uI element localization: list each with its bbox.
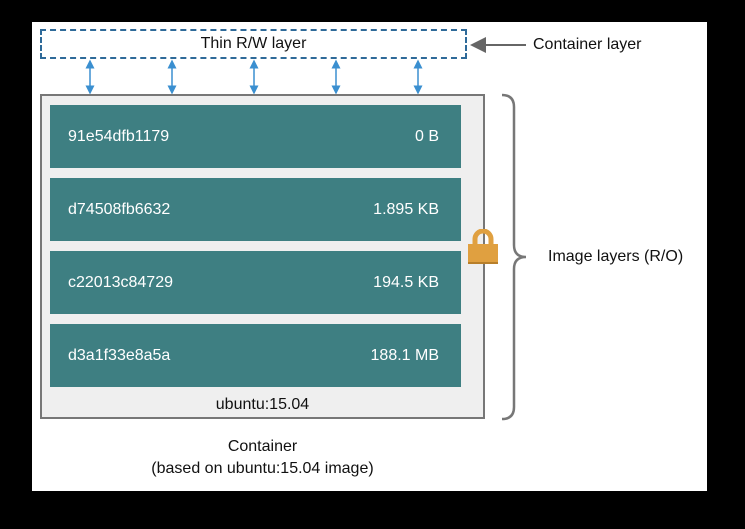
image-layer: d3a1f33e8a5a 188.1 MB: [50, 324, 461, 387]
double-arrow-icon: [85, 59, 423, 95]
image-name: ubuntu:15.04: [215, 396, 310, 413]
image-layers-label: Image layers (R/O): [548, 248, 684, 265]
lock-icon: [468, 229, 498, 264]
container-layer-label: Container layer: [533, 36, 642, 53]
layer-size: 188.1 MB: [370, 346, 439, 364]
thin-rw-layer: Thin R/W layer: [40, 29, 467, 59]
rw-layer-label: Thin R/W layer: [200, 35, 307, 52]
brace-icon: [501, 93, 527, 421]
layer-id: d74508fb6632: [68, 200, 171, 218]
caption: Container (based on ubuntu:15.04 image): [40, 436, 485, 480]
layer-size: 194.5 KB: [373, 273, 439, 291]
image-layer: d74508fb6632 1.895 KB: [50, 178, 461, 241]
caption-subtitle: (based on ubuntu:15.04 image): [151, 460, 374, 477]
image-layer: 91e54dfb1179 0 B: [50, 105, 461, 168]
caption-title: Container: [227, 438, 298, 455]
layer-id: c22013c84729: [68, 273, 173, 291]
image-layer: c22013c84729 194.5 KB: [50, 251, 461, 314]
layer-size: 1.895 KB: [373, 200, 439, 218]
layer-size: 0 B: [414, 127, 439, 145]
layer-id: d3a1f33e8a5a: [68, 346, 171, 364]
layer-id: 91e54dfb1179: [68, 127, 170, 145]
